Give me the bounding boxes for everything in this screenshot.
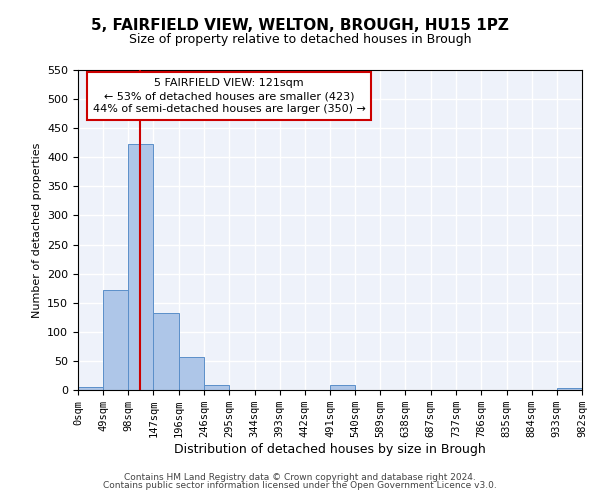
Bar (78, 387, 103, 390)
Bar (557, 388, 582, 390)
Bar (330, 386, 355, 390)
Bar (103, 290, 128, 390)
Text: Contains public sector information licensed under the Open Government Licence v3: Contains public sector information licen… (103, 481, 497, 490)
Bar (179, 357, 204, 390)
Text: Size of property relative to detached houses in Brough: Size of property relative to detached ho… (129, 32, 471, 46)
X-axis label: Distribution of detached houses by size in Brough: Distribution of detached houses by size … (174, 443, 486, 456)
Bar (154, 312, 179, 390)
Text: Contains HM Land Registry data © Crown copyright and database right 2024.: Contains HM Land Registry data © Crown c… (124, 472, 476, 482)
Bar (204, 386, 229, 390)
Bar (128, 144, 154, 390)
Text: 5, FAIRFIELD VIEW, WELTON, BROUGH, HU15 1PZ: 5, FAIRFIELD VIEW, WELTON, BROUGH, HU15 … (91, 18, 509, 32)
Y-axis label: Number of detached properties: Number of detached properties (32, 142, 41, 318)
Text: 5 FAIRFIELD VIEW: 121sqm
← 53% of detached houses are smaller (423)
44% of semi-: 5 FAIRFIELD VIEW: 121sqm ← 53% of detach… (93, 78, 365, 114)
